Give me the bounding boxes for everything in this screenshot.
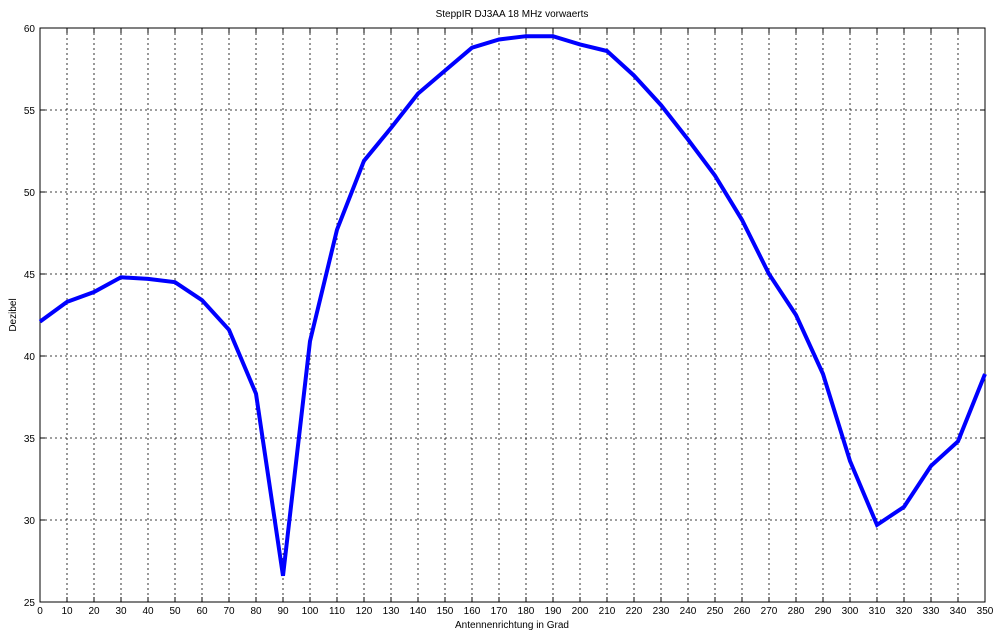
y-tick-label: 25 — [24, 598, 36, 609]
axis-ticks: 0 10 20 30 40 50 60 70 80 90 100 110 120 130 140 150 160… — [24, 24, 994, 617]
x-tick-label: 150 — [437, 606, 454, 617]
y-tick-label: 55 — [24, 106, 36, 117]
x-tick-label: 40 — [142, 606, 154, 617]
plot-area — [40, 28, 985, 602]
x-tick-label: 250 — [707, 606, 724, 617]
x-tick-label: 30 — [115, 606, 127, 617]
x-tick-label: 200 — [572, 606, 589, 617]
x-tick-label: 10 — [61, 606, 73, 617]
x-tick-label: 90 — [277, 606, 289, 617]
x-tick-label: 210 — [599, 606, 616, 617]
y-tick-label: 30 — [24, 516, 36, 527]
x-tick-label: 130 — [383, 606, 400, 617]
series-line — [38, 34, 987, 577]
x-tick-label: 220 — [626, 606, 643, 617]
x-tick-label: 50 — [169, 606, 181, 617]
y-tick-label: 50 — [24, 188, 36, 199]
y-tick-label: 60 — [24, 24, 36, 35]
x-tick-label: 80 — [250, 606, 262, 617]
x-tick-label: 270 — [761, 606, 778, 617]
x-axis-label: Antennenrichtung in Grad — [455, 620, 569, 631]
x-tick-label: 280 — [788, 606, 805, 617]
x-tick-label: 20 — [88, 606, 100, 617]
x-tick-label: 0 — [37, 606, 43, 617]
x-tick-label: 240 — [680, 606, 697, 617]
x-tick-label: 100 — [302, 606, 319, 617]
y-tick-label: 35 — [24, 434, 36, 445]
y-tick-label: 45 — [24, 270, 36, 281]
x-tick-label: 60 — [196, 606, 208, 617]
plot-frame — [39, 27, 986, 603]
x-tick-label: 300 — [842, 606, 859, 617]
x-tick-label: 330 — [923, 606, 940, 617]
grid — [40, 28, 985, 602]
x-tick-label: 340 — [950, 606, 967, 617]
y-axis-label: Dezibel — [8, 298, 19, 331]
x-tick-label: 190 — [545, 606, 562, 617]
series-layer — [38, 34, 987, 577]
x-tick-label: 120 — [356, 606, 373, 617]
x-tick-label: 350 — [977, 606, 994, 617]
x-tick-label: 260 — [734, 606, 751, 617]
x-tick-label: 140 — [410, 606, 427, 617]
chart-title: SteppIR DJ3AA 18 MHz vorwaerts — [436, 9, 589, 20]
x-tick-label: 170 — [491, 606, 508, 617]
x-tick-label: 110 — [329, 606, 345, 617]
x-tick-label: 180 — [518, 606, 535, 617]
x-tick-label: 160 — [464, 606, 481, 617]
x-tick-label: 70 — [223, 606, 235, 617]
x-tick-label: 230 — [653, 606, 670, 617]
y-tick-label: 40 — [24, 352, 36, 363]
x-tick-label: 290 — [815, 606, 832, 617]
x-tick-label: 320 — [896, 606, 913, 617]
x-tick-label: 310 — [869, 606, 886, 617]
